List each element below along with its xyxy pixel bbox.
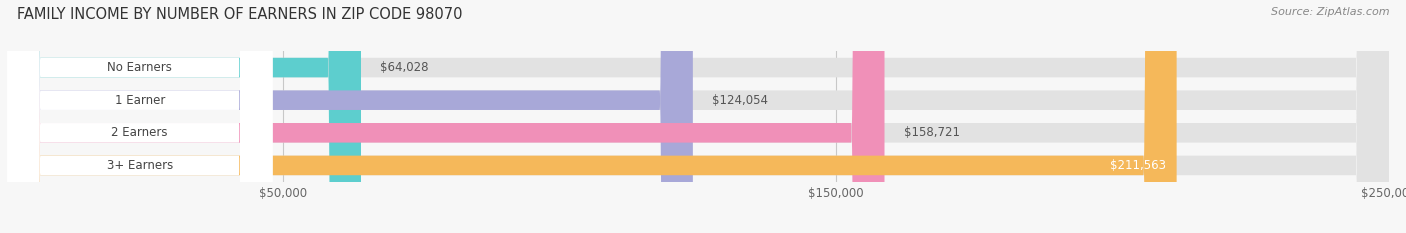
FancyBboxPatch shape	[7, 0, 273, 233]
FancyBboxPatch shape	[7, 0, 361, 233]
Text: $158,721: $158,721	[904, 126, 960, 139]
Text: $124,054: $124,054	[713, 94, 768, 107]
FancyBboxPatch shape	[7, 0, 273, 233]
FancyBboxPatch shape	[7, 0, 273, 233]
FancyBboxPatch shape	[7, 0, 1389, 233]
FancyBboxPatch shape	[7, 0, 693, 233]
Text: 3+ Earners: 3+ Earners	[107, 159, 173, 172]
Text: $211,563: $211,563	[1109, 159, 1166, 172]
FancyBboxPatch shape	[7, 0, 1389, 233]
FancyBboxPatch shape	[7, 0, 1389, 233]
FancyBboxPatch shape	[7, 0, 1177, 233]
Text: 2 Earners: 2 Earners	[111, 126, 167, 139]
Text: $64,028: $64,028	[381, 61, 429, 74]
FancyBboxPatch shape	[7, 0, 884, 233]
Text: Source: ZipAtlas.com: Source: ZipAtlas.com	[1271, 7, 1389, 17]
FancyBboxPatch shape	[7, 0, 1389, 233]
FancyBboxPatch shape	[7, 0, 273, 233]
Text: No Earners: No Earners	[107, 61, 172, 74]
Text: 1 Earner: 1 Earner	[114, 94, 165, 107]
Text: FAMILY INCOME BY NUMBER OF EARNERS IN ZIP CODE 98070: FAMILY INCOME BY NUMBER OF EARNERS IN ZI…	[17, 7, 463, 22]
